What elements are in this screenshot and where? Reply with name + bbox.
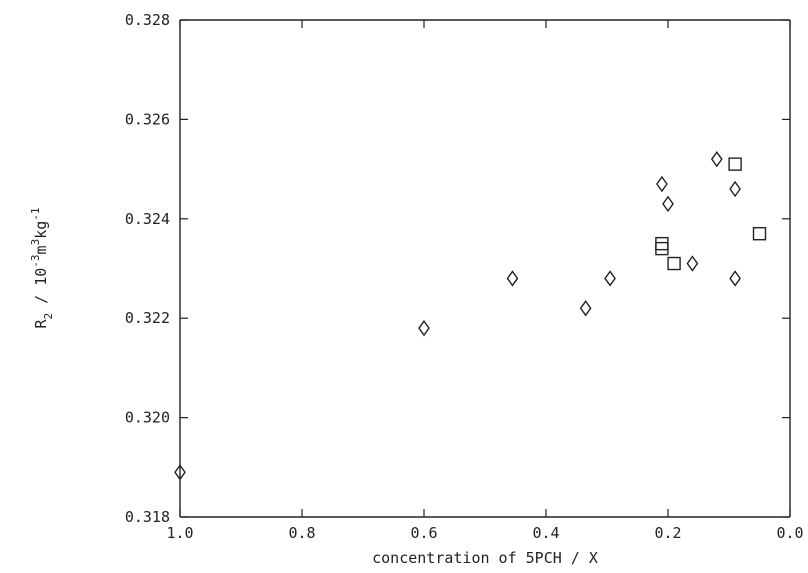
y-axis-unit-exp: -3 [29, 254, 42, 267]
data-point-diamond [418, 319, 430, 337]
data-point-square [667, 256, 681, 271]
y-axis-symbol-sub: 2 [42, 313, 55, 320]
x-tick-label: 0.6 [410, 524, 437, 542]
data-point-diamond [604, 270, 616, 287]
data-point-diamond [729, 270, 741, 287]
y-axis-unit-kg-exp: -1 [29, 207, 42, 220]
y-axis-unit-base: 10 [32, 268, 50, 286]
data-point-diamond [686, 255, 699, 272]
axes [179, 19, 791, 518]
y-axis-unit-m-exp: 3 [29, 239, 42, 246]
x-tick-label: 0.0 [776, 524, 803, 542]
y-tick-label: 0.324 [125, 210, 170, 228]
data-point-diamond [579, 300, 592, 317]
y-tick-label: 0.322 [125, 309, 170, 327]
y-axis-unit-kg: kg [32, 221, 50, 239]
data-points [174, 150, 767, 481]
y-tick-label: 0.326 [125, 110, 170, 128]
data-point-square [655, 241, 669, 256]
data-point-diamond [662, 195, 674, 213]
y-tick-label: 0.318 [125, 508, 170, 526]
data-point-diamond [174, 464, 186, 481]
data-point-diamond [656, 175, 668, 193]
y-axis-unit-m: m [32, 245, 50, 254]
data-point-diamond [710, 150, 723, 168]
x-tick-label: 0.4 [532, 524, 559, 542]
y-axis-title: R2 / 10-3m3kg-1 [29, 207, 55, 328]
data-point-diamond [506, 270, 519, 287]
y-axis-sep: / [32, 286, 50, 313]
data-point-square [655, 236, 669, 251]
x-axis-title: concentration of 5PCH / X [372, 549, 598, 567]
data-point-diamond [729, 180, 741, 198]
y-axis-symbol: R [32, 319, 50, 329]
data-point-square [752, 227, 767, 241]
x-tick-label: 0.2 [654, 524, 681, 542]
data-point-square [728, 157, 742, 171]
x-tick-label: 1.0 [166, 524, 193, 542]
ticks: 0.318 0.320 0.322 0.324 0.326 0.328 1.0 0.8 0.6 0… [125, 11, 804, 542]
y-tick-label: 0.328 [125, 11, 170, 29]
y-tick-label: 0.320 [125, 409, 170, 427]
x-tick-label: 0.8 [288, 524, 315, 542]
